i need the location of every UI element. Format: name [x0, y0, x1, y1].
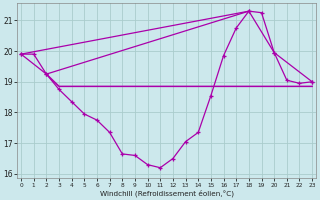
X-axis label: Windchill (Refroidissement éolien,°C): Windchill (Refroidissement éolien,°C): [100, 189, 234, 197]
